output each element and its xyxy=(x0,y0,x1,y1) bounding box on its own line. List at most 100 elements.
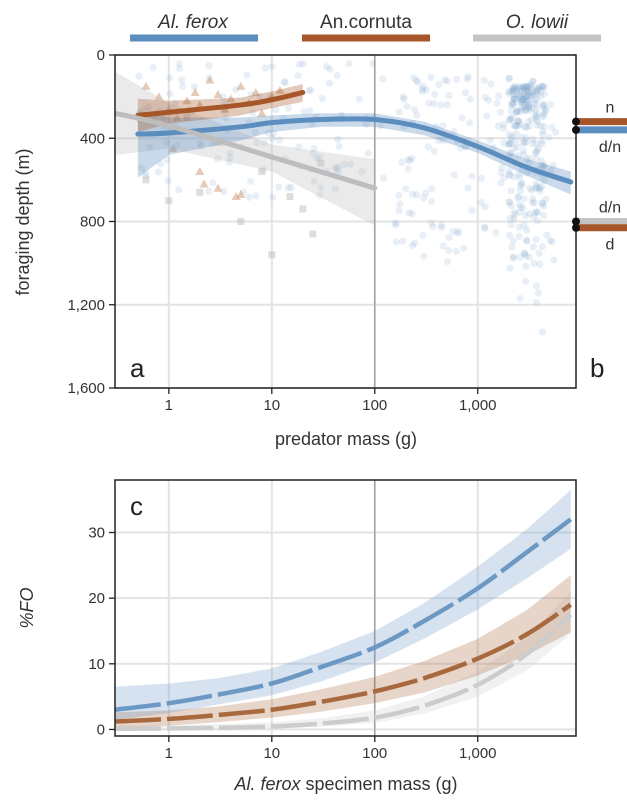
al-ferox-point xyxy=(531,88,539,96)
al-ferox-point xyxy=(441,76,449,84)
panel-a-label: a xyxy=(130,353,145,383)
al-ferox-point xyxy=(408,242,417,250)
al-ferox-point xyxy=(540,109,548,117)
al-ferox-point xyxy=(514,107,522,115)
al-ferox-point xyxy=(208,140,216,148)
al-ferox-point xyxy=(530,259,538,268)
al-ferox-point xyxy=(510,173,518,181)
panel-c-y-tick-label: 20 xyxy=(88,590,105,607)
al-ferox-point xyxy=(525,102,533,110)
al-ferox-point xyxy=(538,328,547,336)
al-ferox-point xyxy=(532,180,540,188)
al-ferox-point xyxy=(516,85,524,93)
al-ferox-point xyxy=(529,77,537,85)
al-ferox-point xyxy=(497,108,505,116)
o-lowii-point xyxy=(317,159,325,167)
al-ferox-point xyxy=(516,187,525,195)
al-ferox-point xyxy=(515,200,524,209)
al-ferox-point xyxy=(531,112,539,120)
al-ferox-point xyxy=(509,101,517,109)
al-ferox-point xyxy=(525,209,533,218)
al-ferox-point xyxy=(548,238,556,246)
panel-c-label: c xyxy=(130,491,143,521)
al-ferox-point xyxy=(516,182,525,190)
al-ferox-point xyxy=(543,231,551,239)
al-ferox-point xyxy=(318,95,326,103)
al-ferox-point xyxy=(519,102,527,111)
al-ferox-point xyxy=(515,223,523,231)
al-ferox-point xyxy=(516,294,524,303)
al-ferox-point xyxy=(535,84,543,92)
al-ferox-point xyxy=(518,96,526,104)
al-ferox-point xyxy=(520,95,529,104)
al-ferox-point xyxy=(481,93,489,102)
al-ferox-point xyxy=(542,106,550,115)
al-ferox-point xyxy=(226,153,234,162)
al-ferox-point xyxy=(541,105,549,113)
panel-b-label: b xyxy=(590,353,604,383)
al-ferox-point xyxy=(519,83,527,91)
al-ferox-point xyxy=(523,237,531,245)
al-ferox-point xyxy=(506,139,514,148)
an-cornuta-fit-line xyxy=(135,89,306,118)
al-ferox-point xyxy=(395,207,403,215)
al-ferox-point xyxy=(517,203,525,211)
al-ferox-point xyxy=(464,184,472,192)
al-ferox-point xyxy=(537,161,546,169)
al-ferox-point xyxy=(533,208,541,216)
al-ferox-point xyxy=(510,144,518,152)
panel-a-x-tick-label: 10 xyxy=(263,397,280,414)
an-cornuta-point xyxy=(168,144,178,153)
al-ferox-point xyxy=(508,149,516,157)
al-ferox-point xyxy=(525,122,533,130)
al-ferox-point xyxy=(190,83,199,91)
al-ferox-point xyxy=(272,106,280,114)
an-cornuta-point xyxy=(226,94,236,103)
panel-c-background xyxy=(115,480,576,736)
al-ferox-point xyxy=(427,73,435,81)
al-ferox-point xyxy=(252,192,260,200)
al-ferox-point xyxy=(524,82,532,90)
al-ferox-point xyxy=(540,90,548,98)
al-ferox-point xyxy=(163,155,171,164)
al-ferox-point xyxy=(269,129,278,137)
al-ferox-point xyxy=(439,122,447,130)
panel-b-label-d-n: d/n xyxy=(599,139,621,156)
al-ferox-point xyxy=(507,202,515,210)
al-ferox-point xyxy=(249,109,257,117)
an-cornuta-line xyxy=(115,602,572,724)
al-ferox-point xyxy=(532,84,540,92)
al-ferox-point xyxy=(403,102,411,110)
an-cornuta-point xyxy=(251,87,261,96)
al-ferox-point xyxy=(535,184,543,192)
al-ferox-point xyxy=(513,143,521,151)
al-ferox-point xyxy=(533,112,541,121)
al-ferox-point xyxy=(515,232,523,241)
al-ferox-point xyxy=(505,171,513,179)
al-ferox-point xyxy=(140,106,148,114)
al-ferox-point xyxy=(175,60,183,68)
al-ferox-point xyxy=(146,143,154,151)
al-ferox-point xyxy=(253,139,261,147)
al-ferox-point xyxy=(534,289,542,297)
al-ferox-point xyxy=(346,160,355,169)
panel-b-marker-dot xyxy=(572,125,580,134)
al-ferox-point xyxy=(333,168,342,176)
al-ferox-point xyxy=(523,155,531,163)
al-ferox-point xyxy=(539,101,547,109)
al-ferox-point xyxy=(507,114,515,122)
al-ferox-point xyxy=(505,198,513,206)
al-ferox-point xyxy=(521,86,529,94)
al-ferox-point xyxy=(527,84,535,93)
al-ferox-point xyxy=(397,158,406,167)
al-ferox-point xyxy=(535,249,543,257)
al-ferox-point xyxy=(164,177,173,185)
al-ferox-point xyxy=(512,107,521,116)
al-ferox-point xyxy=(222,114,230,122)
al-ferox-point xyxy=(536,184,544,192)
al-ferox-point xyxy=(326,65,334,73)
al-ferox-point xyxy=(419,87,427,96)
panel-b-label-n: n xyxy=(606,100,615,117)
al-ferox-fit-line xyxy=(135,116,574,185)
al-ferox-point xyxy=(515,117,523,125)
